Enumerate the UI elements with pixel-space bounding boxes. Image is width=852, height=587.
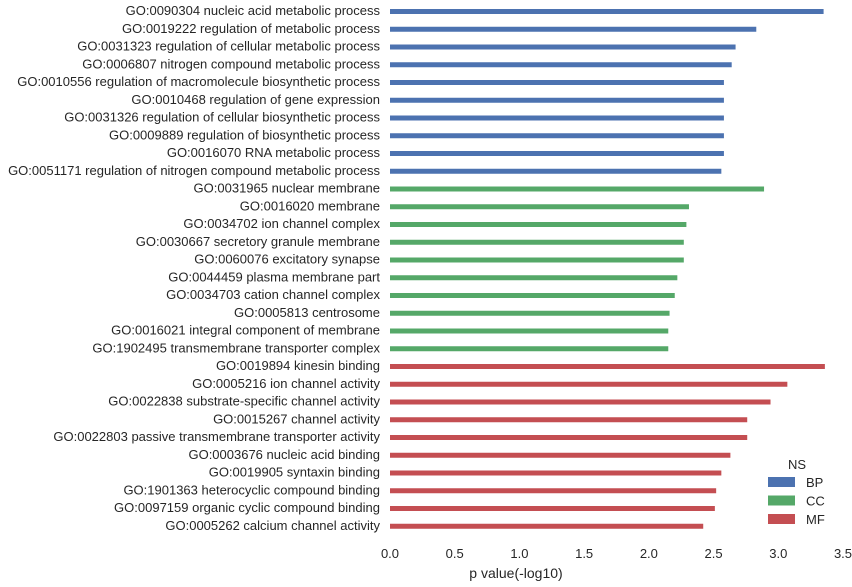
bar-mf (390, 399, 771, 405)
bar-cc (390, 222, 687, 227)
legend: NS BP CC MF (768, 457, 825, 527)
bar-bp (390, 26, 757, 32)
category-label: GO:0034703 cation channel complex (166, 287, 380, 302)
category-label: GO:0005813 centrosome (234, 305, 380, 320)
legend-swatch-cc (768, 495, 795, 506)
legend-swatch-mf (768, 514, 795, 524)
category-label: GO:0016021 integral component of membran… (111, 323, 380, 338)
legend-label: BP (806, 475, 823, 490)
category-labels: GO:0090304 nucleic acid metabolic proces… (8, 3, 380, 533)
category-label: GO:0044459 plasma membrane part (168, 269, 380, 284)
category-label: GO:0009889 regulation of biosynthetic pr… (109, 127, 381, 142)
bar-cc (390, 310, 670, 316)
bar-mf (390, 523, 704, 529)
x-tick-label: 3.5 (834, 546, 852, 561)
x-tick-label: 3.0 (769, 546, 787, 561)
legend-title: NS (788, 457, 806, 472)
category-label: GO:0010556 regulation of macromolecule b… (17, 74, 380, 89)
x-tick-label: 1.5 (575, 546, 593, 561)
category-label: GO:0019905 syntaxin binding (209, 465, 380, 480)
bar-mf (390, 435, 748, 440)
legend-label: MF (806, 512, 825, 527)
category-label: GO:0030667 secretory granule membrane (136, 234, 380, 249)
category-label: GO:0005216 ion channel activity (192, 376, 380, 391)
bar-bp (390, 44, 736, 50)
category-label: GO:0005262 calcium channel activity (165, 518, 380, 533)
x-tick-label: 2.5 (705, 546, 723, 561)
bar-mf (390, 417, 748, 423)
bar-mf (390, 364, 825, 369)
category-label: GO:0016020 membrane (240, 198, 380, 213)
bar-cc (390, 239, 684, 245)
bar-cc (390, 275, 678, 281)
bar-bp (390, 97, 724, 103)
bar-mf (390, 381, 788, 387)
bar-bp (390, 168, 722, 174)
bar-bp (390, 151, 724, 156)
legend-label: CC (806, 494, 825, 509)
category-label: GO:0016070 RNA metabolic process (167, 145, 381, 160)
category-label: GO:0090304 nucleic acid metabolic proces… (126, 3, 381, 18)
x-axis-ticks: 0.0 0.5 1.0 1.5 2.0 2.5 3.0 3.5 (381, 546, 852, 561)
bar-cc (390, 328, 669, 334)
x-tick-label: 1.0 (510, 546, 528, 561)
category-label: GO:0031326 regulation of cellular biosyn… (64, 110, 380, 125)
bar-bp (390, 80, 724, 85)
x-axis-label: p value(-log10) (469, 565, 562, 581)
bar-bp (390, 115, 724, 121)
category-label: GO:0097159 organic cyclic compound bindi… (114, 500, 380, 515)
bar-mf (390, 506, 715, 511)
category-label: GO:0051171 regulation of nitrogen compou… (8, 163, 380, 178)
category-label: GO:0034702 ion channel complex (183, 216, 380, 231)
category-label: GO:0031965 nuclear membrane (194, 181, 380, 196)
bar-bp (390, 133, 724, 139)
category-label: GO:0015267 channel activity (213, 411, 380, 426)
category-label: GO:1902495 transmembrane transporter com… (92, 340, 380, 355)
bar-cc (390, 204, 689, 210)
category-label: GO:0019894 kinesin binding (216, 358, 380, 373)
category-label: GO:0019222 regulation of metabolic proce… (122, 21, 380, 36)
bar-mf (390, 470, 722, 476)
category-label: GO:0003676 nucleic acid binding (188, 447, 380, 462)
bar-bp (390, 9, 824, 14)
bar-mf (390, 452, 731, 458)
bar-cc (390, 293, 675, 298)
category-label: GO:0031323 regulation of cellular metabo… (77, 39, 380, 54)
category-label: GO:0010468 regulation of gene expression (131, 92, 380, 107)
bar-cc (390, 186, 765, 192)
category-label: GO:1901363 heterocyclic compound binding (123, 482, 380, 497)
x-tick-label: 0.0 (381, 546, 399, 561)
category-label: GO:0006807 nitrogen compound metabolic p… (82, 56, 380, 71)
category-label: GO:0022838 substrate-specific channel ac… (108, 394, 380, 409)
bar-mf (390, 488, 717, 494)
bar-cc (390, 257, 684, 263)
bar-cc (390, 346, 669, 352)
legend-swatch-bp (768, 477, 795, 487)
bars-group (390, 9, 825, 529)
bar-bp (390, 62, 732, 68)
x-tick-label: 0.5 (446, 546, 464, 561)
category-label: GO:0022803 passive transmembrane transpo… (53, 429, 380, 444)
category-label: GO:0060076 excitatory synapse (194, 252, 380, 267)
x-tick-label: 2.0 (640, 546, 658, 561)
